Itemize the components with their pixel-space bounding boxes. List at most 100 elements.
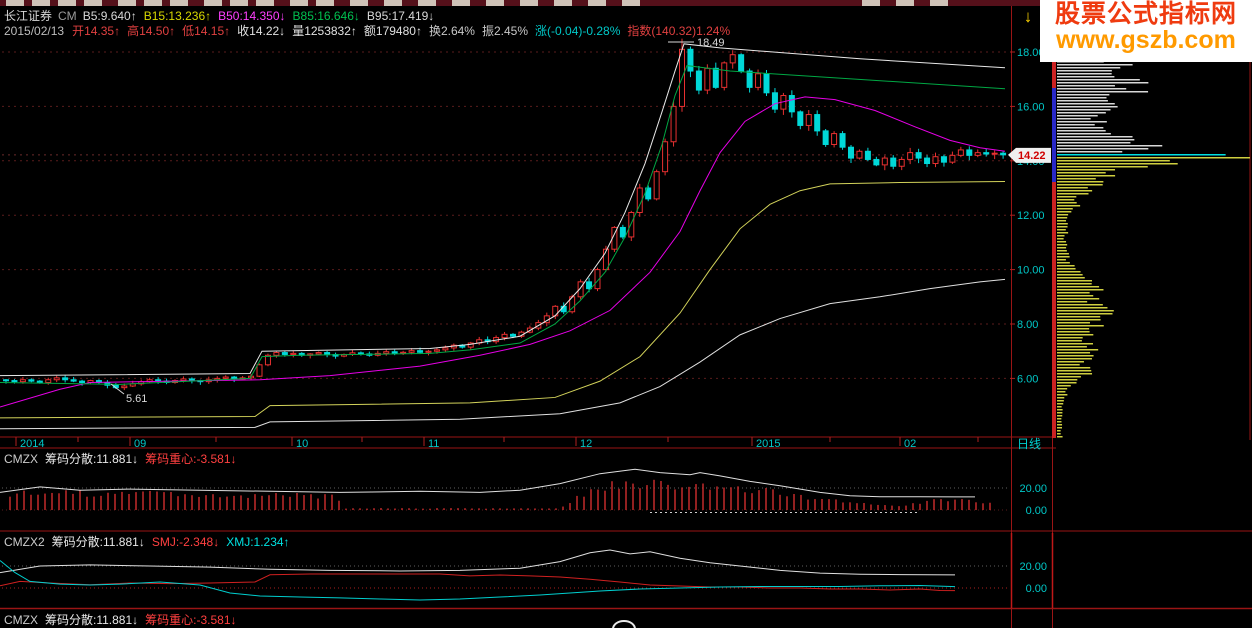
stock-name: 长江证券 — [4, 9, 53, 23]
watermark: 股票公式指标网 www.gszb.com — [1040, 0, 1252, 62]
svg-text:2015: 2015 — [756, 438, 780, 450]
readout-segment: 量1253832↑ — [292, 24, 357, 38]
cost-percentile-readout: B5:9.640↑ B15:13.236↑ B50:14.350↓ B85:16.64… — [83, 9, 442, 23]
svg-text:14.22: 14.22 — [1018, 150, 1046, 162]
svg-text:11: 11 — [428, 438, 439, 450]
svg-text:0.00: 0.00 — [1026, 505, 1047, 517]
readout-segment: B15:13.236↑ — [143, 9, 212, 23]
readout-segment: 指数(140.32)1.24% — [627, 24, 731, 38]
panel3-indicator-label: CMZX 筹码分散:11.881↓ 筹码重心:-3.581↓ — [4, 611, 244, 627]
svg-text:02: 02 — [904, 438, 916, 450]
svg-text:20.00: 20.00 — [1019, 561, 1047, 573]
readout-segment: B5:9.640↑ — [82, 9, 137, 23]
svg-text:20.00: 20.00 — [1019, 483, 1047, 495]
svg-text:5.61: 5.61 — [126, 393, 147, 405]
ma-lines-layer — [0, 43, 1006, 430]
scroll-down-icon[interactable]: ↓ — [1023, 7, 1033, 26]
svg-text:6.00: 6.00 — [1017, 373, 1038, 385]
price-gridlines — [2, 51, 1008, 379]
toolbar-button-fragment — [452, 0, 470, 6]
toolbar-button-fragment — [520, 0, 538, 6]
panel1-cmzx[interactable]: 20.00 0.00 — [0, 468, 1047, 517]
svg-text:16.00: 16.00 — [1017, 101, 1045, 113]
toolbar-button-fragment — [862, 0, 880, 6]
ma-line-B50 — [0, 96, 1006, 408]
toolbar-button-fragment — [554, 0, 572, 6]
current-price-tag: 14.22 — [1008, 147, 1051, 163]
readout-segment: 筹码分散:11.881↓ — [45, 613, 139, 627]
svg-text:日线: 日线 — [1017, 437, 1041, 451]
readout-segment: 振2.45% — [481, 24, 529, 38]
toolbar-button-fragment — [32, 0, 50, 6]
readout-segment: SMJ:-2.348↓ — [151, 535, 220, 549]
annotations-layer: 18.49 5.61 — [110, 37, 725, 405]
toolbar-button-fragment — [6, 0, 24, 6]
readout-segment: B50:14.350↓ — [218, 9, 286, 23]
readout-segment: 涨(-0.04)-0.28% — [535, 24, 621, 38]
readout-segment: XMJ:1.234↑ — [226, 535, 290, 549]
watermark-site-name: 股票公式指标网 — [1054, 0, 1237, 28]
toolbar-button-fragment — [256, 0, 274, 6]
toolbar-button-fragment — [58, 0, 76, 6]
toolbar-button-fragment — [204, 0, 222, 6]
toolbar-button-fragment — [316, 0, 334, 6]
ma-line-B15 — [0, 180, 1006, 419]
quote-date: 2015/02/13 — [4, 24, 65, 38]
svg-text:10.00: 10.00 — [1017, 265, 1045, 277]
readout-segment: 筹码重心:-3.581↓ — [145, 452, 237, 466]
x-axis[interactable]: 2014 09 10 11 12 2015 02 日线 — [15, 437, 1041, 451]
readout-segment: B85:16.646↓ — [292, 9, 360, 23]
toolbar-button-fragment — [350, 0, 368, 6]
svg-text:09: 09 — [134, 438, 146, 450]
toolbar-button-fragment — [896, 0, 914, 6]
stock-info-line: 长江证券 CM B5:9.640↑ B15:13.236↑ B50:14.350↓ B85… — [4, 7, 442, 23]
panel2-indicator-label: CMZX2 筹码分散:11.881↓ SMJ:-2.348↓ XMJ:1.234↑ — [4, 533, 297, 549]
ma-line-B5 — [0, 278, 1006, 430]
toolbar-strip — [0, 0, 1252, 6]
volume-profile-layer — [1052, 57, 1250, 438]
toolbar-button-fragment — [290, 0, 308, 6]
quote-info-line: 2015/02/13 开14.35↑ 高14.50↑ 低14.15↑ 收14.22↓ 量1… — [4, 22, 737, 38]
svg-text:0.00: 0.00 — [1026, 583, 1047, 595]
readout-segment: 筹码分散:11.881↓ — [51, 535, 145, 549]
readout-segment: 换2.64% — [428, 24, 475, 38]
toolbar-button-fragment — [84, 0, 102, 6]
frame-lines — [0, 6, 1252, 628]
toolbar-button-fragment — [384, 0, 402, 6]
toolbar-button-fragment — [144, 0, 162, 6]
svg-text:18.49: 18.49 — [697, 37, 725, 49]
svg-text:2014: 2014 — [20, 438, 44, 450]
toolbar-button-fragment — [622, 0, 640, 6]
toolbar-button-fragment — [930, 0, 948, 6]
readout-segment: 低14.15↑ — [182, 24, 231, 38]
readout-segment: 筹码重心:-3.581↓ — [145, 613, 237, 627]
svg-text:12: 12 — [580, 438, 592, 450]
readout-segment: 高14.50↑ — [127, 24, 176, 38]
readout-segment: 收14.22↓ — [237, 24, 286, 38]
panel1-indicator-label: CMZX 筹码分散:11.881↓ 筹码重心:-3.581↓ — [4, 450, 244, 466]
ma-line-B85 — [0, 65, 1006, 385]
toolbar-button-fragment — [588, 0, 606, 6]
readout-segment: 筹码分散:11.881↓ — [45, 452, 139, 466]
readout-segment: 额179480↑ — [363, 24, 422, 38]
readout-segment: CMZX — [4, 452, 38, 466]
svg-text:18.00: 18.00 — [1017, 47, 1045, 59]
svg-text:8.00: 8.00 — [1017, 319, 1038, 331]
readout-segment: 开14.35↑ — [72, 24, 121, 38]
quote-fields: 开14.35↑ 高14.50↑ 低14.15↑ 收14.22↓ 量1253832↑ 额17… — [72, 24, 737, 38]
panel2-cmzx2[interactable]: 20.00 0.00 — [0, 533, 1054, 608]
readout-segment: B95:17.419↓ — [366, 9, 435, 23]
svg-text:10: 10 — [296, 438, 308, 450]
svg-text:12.00: 12.00 — [1017, 210, 1045, 222]
readout-segment: CMZX2 — [4, 535, 45, 549]
toolbar-button-fragment — [170, 0, 188, 6]
toolbar-button-fragment — [118, 0, 136, 6]
candles-layer[interactable] — [3, 38, 1007, 391]
stock-code: CM — [58, 9, 77, 23]
toolbar-button-fragment — [230, 0, 248, 6]
ma-line-B95 — [0, 43, 1006, 377]
toolbar-button-fragment — [418, 0, 436, 6]
